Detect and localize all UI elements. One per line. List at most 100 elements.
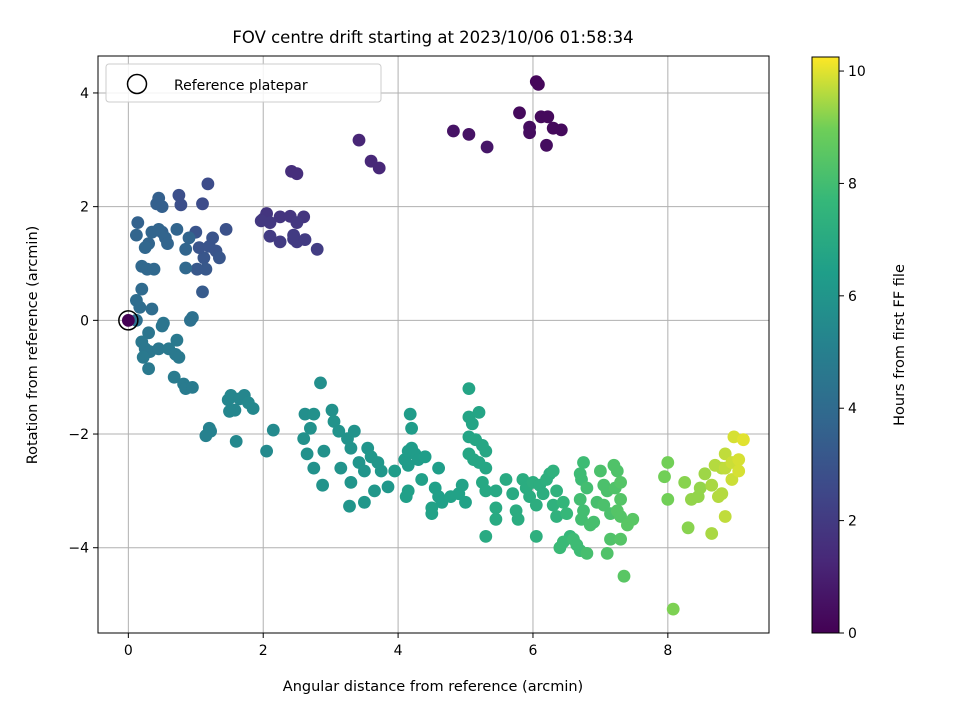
data-point [556,495,570,509]
x-tick-label: 0 [124,643,133,659]
y-axis-label: Rotation from reference (arcmin) [25,226,41,465]
data-point [594,464,607,478]
legend-marker-icon [126,73,148,95]
data-point [192,241,206,255]
data-point [344,441,358,455]
data-point [307,461,321,475]
data-point [223,404,236,418]
data-point [316,478,329,492]
data-point [610,464,624,478]
data-point [666,602,680,616]
data-point [273,210,287,224]
data-point [298,407,312,421]
y-tick-label: 4 [80,86,89,102]
data-point [334,461,348,475]
data-point [310,242,324,256]
x-tick-label: 8 [663,643,672,659]
data-point [155,200,169,214]
data-point [715,487,729,501]
data-point [732,464,746,478]
data-point [142,362,156,376]
data-point [196,285,209,299]
colorbar: 0 2 4 6 8 10 Hours from first FF file [811,56,908,642]
data-point [661,456,675,469]
data-point [161,237,174,251]
data-point [401,458,415,472]
data-point [479,530,493,543]
colorbar-gradient [811,56,840,634]
data-point [358,495,371,509]
data-point [459,495,472,509]
data-point [523,126,536,140]
data-point [130,228,143,242]
data-points [118,75,750,616]
data-point [597,498,611,512]
data-point [197,251,211,265]
data-point [511,512,525,526]
data-point [600,547,614,560]
data-point [260,444,273,458]
data-point [604,532,617,546]
data-point [681,521,695,535]
data-point [135,282,149,296]
data-point [403,407,417,421]
data-point [614,476,627,489]
data-point [190,262,204,276]
data-point [170,333,184,347]
data-point [554,123,568,137]
data-point [201,177,215,191]
data-point [465,417,479,431]
data-point [332,424,346,438]
data-point [573,493,587,506]
data-point [347,424,361,438]
data-point [661,493,675,506]
data-point [432,461,445,475]
x-axis: 0 2 4 6 8 [124,633,672,659]
data-point [263,229,277,243]
data-point [472,406,486,419]
data-point [447,124,460,138]
data-point [273,235,287,249]
data-point [614,510,627,523]
x-tick-label: 6 [529,643,538,659]
data-point [327,415,341,428]
data-point [167,370,181,384]
colorbar-tick-label: 8 [848,176,857,192]
data-point [455,478,469,492]
data-point [580,547,594,560]
data-point [290,216,304,230]
data-point [352,133,366,147]
data-point [202,240,216,253]
data-point [325,403,339,417]
data-point [415,473,429,486]
data-point [550,484,563,498]
colorbar-tick-label: 4 [848,401,857,417]
data-point [174,198,188,212]
grid [98,56,769,633]
data-point [658,470,671,484]
data-point [614,532,627,546]
data-point [513,106,526,120]
data-point [705,527,719,540]
colorbar-label: Hours from first FF file [892,264,908,426]
data-point [138,241,152,255]
y-tick-label: −4 [68,541,89,557]
data-point [540,138,553,152]
data-point [314,376,327,390]
data-point [179,242,193,256]
data-point [131,216,145,230]
data-point [172,188,186,202]
data-point [358,464,371,478]
data-point [298,233,312,247]
data-point [266,423,280,437]
data-point [186,381,199,394]
data-point [199,262,213,276]
data-point [219,223,233,236]
data-point [199,429,213,443]
data-point [344,476,358,489]
data-point [213,251,226,265]
data-point [290,167,304,181]
data-point [553,541,567,555]
data-point [587,515,601,529]
